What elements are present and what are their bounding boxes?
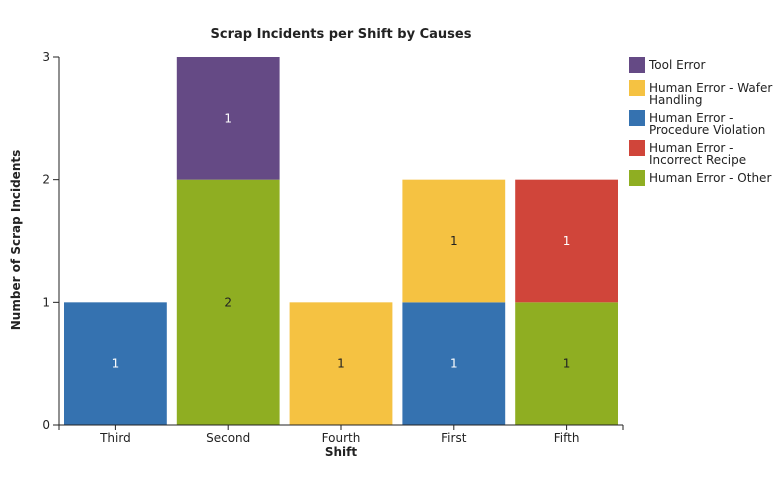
data-label-first-human-error-wafer-handling: 1	[450, 234, 458, 248]
y-axis-title: Number of Scrap Incidents	[9, 150, 23, 330]
legend-item-human-error-procedure-violation[interactable]: Human Error -Procedure Violation	[629, 110, 765, 137]
axes-group: 0 1 2 3 Third Second Fourth First Fifth	[42, 50, 624, 445]
legend-swatch	[629, 110, 645, 126]
bar-fourth-human-error-wafer-handling[interactable]	[289, 302, 393, 425]
bar-third-human-error-procedure-violation[interactable]	[64, 302, 167, 425]
legend-label: Human Error -Incorrect Recipe	[649, 141, 746, 167]
bars-group: 1 2 1 1 1 1 1 1	[64, 57, 618, 425]
bar-second-tool-error[interactable]	[176, 57, 280, 180]
bar-fifth-human-error-other[interactable]	[515, 302, 618, 425]
bar-fifth-human-error-incorrect-recipe[interactable]	[515, 179, 618, 303]
legend-swatch	[629, 57, 645, 73]
legend-swatch	[629, 170, 645, 186]
x-tick-label-fourth: Fourth	[322, 431, 361, 445]
y-tick-label: 3	[42, 50, 50, 64]
legend-item-human-error-incorrect-recipe[interactable]: Human Error -Incorrect Recipe	[629, 140, 746, 167]
y-tick-label: 1	[42, 295, 50, 309]
legend-label: Human Error -Procedure Violation	[649, 111, 765, 137]
bar-first-human-error-wafer-handling[interactable]	[402, 179, 506, 303]
x-tick-label-third: Third	[99, 431, 131, 445]
data-label-second-human-error-other: 2	[224, 295, 232, 309]
legend-item-human-error-other[interactable]: Human Error - Other	[629, 170, 771, 186]
data-label-second-tool-error: 1	[224, 111, 232, 125]
data-label-third-human-error-procedure-violation: 1	[112, 357, 120, 371]
bar-second-human-error-other[interactable]	[176, 179, 280, 425]
y-tick-label: 0	[42, 418, 50, 432]
data-label-fifth-human-error-other: 1	[563, 357, 571, 371]
data-label-fourth-human-error-wafer-handling: 1	[337, 357, 345, 371]
x-tick-label-second: Second	[206, 431, 250, 445]
x-tick-label-fifth: Fifth	[554, 431, 580, 445]
x-tick-label-first: First	[441, 431, 467, 445]
legend-swatch	[629, 80, 645, 96]
legend-item-human-error-wafer-handling[interactable]: Human Error - Wafer Handling	[629, 80, 772, 107]
bar-first-human-error-procedure-violation[interactable]	[402, 302, 506, 425]
y-tick-label: 2	[42, 173, 50, 187]
data-label-fifth-human-error-incorrect-recipe: 1	[563, 234, 571, 248]
legend-swatch	[629, 140, 645, 156]
chart-title: Scrap Incidents per Shift by Causes	[211, 27, 472, 42]
legend-label: Human Error - Other	[649, 171, 771, 185]
legend-label: Tool Error	[648, 58, 705, 72]
data-label-first-human-error-procedure-violation: 1	[450, 357, 458, 371]
x-axis-title: Shift	[325, 445, 358, 459]
legend: Tool Error Human Error - Wafer Handling Hum…	[629, 57, 772, 186]
legend-label: Human Error - Wafer Handling	[649, 81, 772, 107]
legend-item-tool-error[interactable]: Tool Error	[629, 57, 705, 73]
